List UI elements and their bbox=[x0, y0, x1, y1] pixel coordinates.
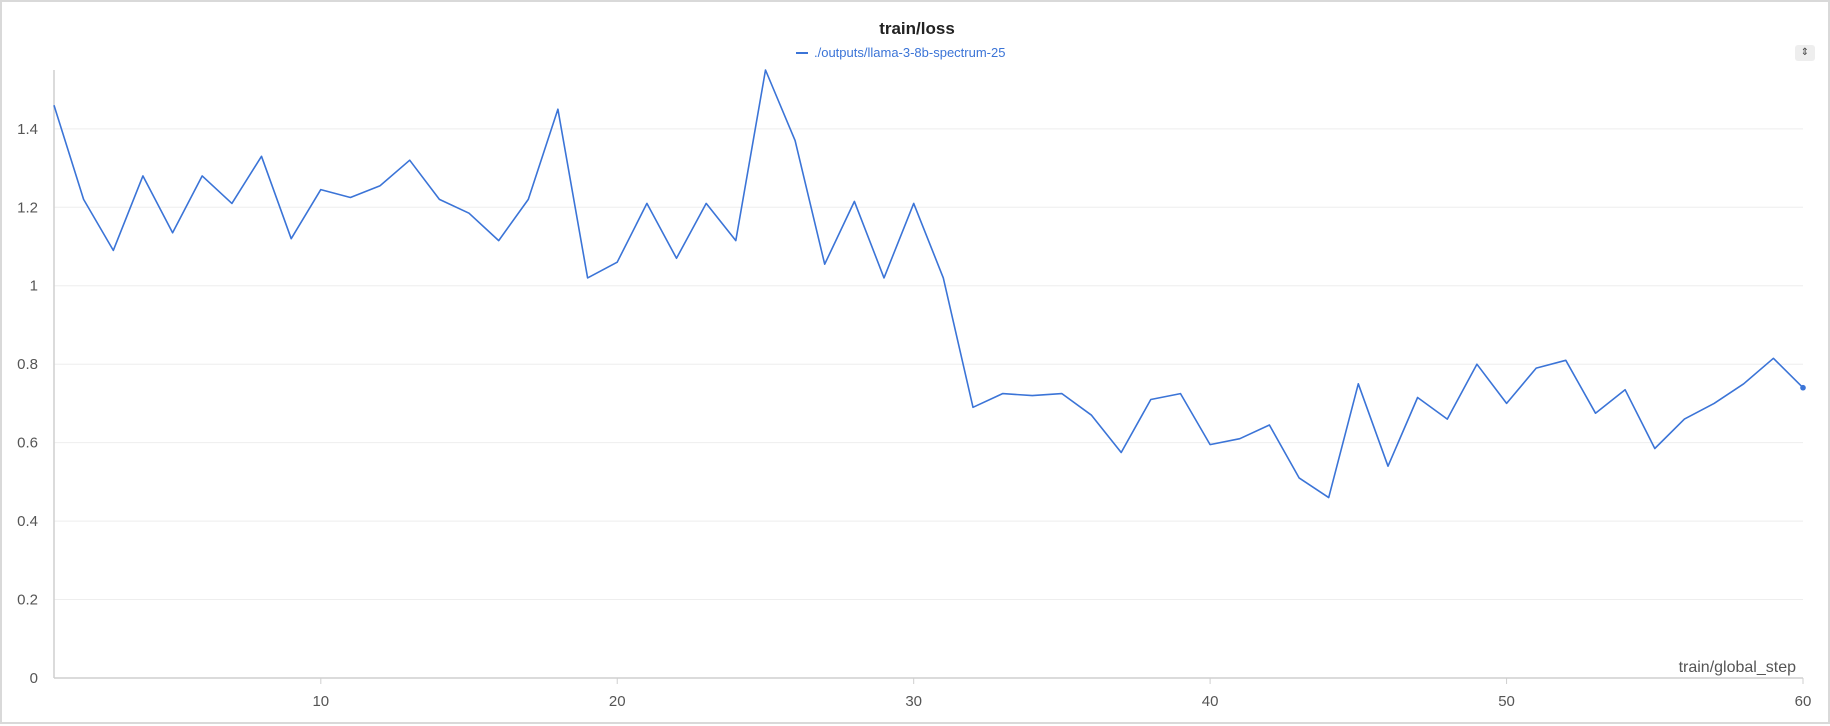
data-point bbox=[527, 198, 529, 200]
data-point bbox=[320, 188, 322, 190]
data-point bbox=[883, 277, 885, 279]
data-point bbox=[616, 261, 618, 263]
data-point bbox=[1535, 367, 1537, 369]
data-point bbox=[409, 159, 411, 161]
data-point bbox=[705, 202, 707, 204]
data-point bbox=[1327, 496, 1329, 498]
data-point bbox=[1120, 451, 1122, 453]
sort-toggle-icon: ⇕ bbox=[1800, 47, 1810, 58]
data-point bbox=[735, 239, 737, 241]
data-point bbox=[1624, 388, 1626, 390]
data-point bbox=[557, 108, 559, 110]
data-point bbox=[942, 277, 944, 279]
data-point bbox=[824, 263, 826, 265]
data-point bbox=[853, 200, 855, 202]
y-tick-label: 1.4 bbox=[17, 121, 38, 138]
series-line bbox=[53, 69, 1804, 499]
data-point bbox=[349, 196, 351, 198]
data-point bbox=[1654, 447, 1656, 449]
data-point bbox=[1565, 359, 1567, 361]
sort-toggle-button[interactable]: ⇕ bbox=[1795, 45, 1815, 61]
data-point bbox=[972, 406, 974, 408]
data-point bbox=[1713, 402, 1715, 404]
data-point bbox=[142, 175, 144, 177]
data-point bbox=[1268, 424, 1270, 426]
legend-label: ./outputs/llama-3-8b-spectrum-25 bbox=[814, 45, 1005, 60]
data-point bbox=[675, 257, 677, 259]
series-layer bbox=[53, 69, 1806, 499]
data-point bbox=[171, 232, 173, 234]
data-point bbox=[82, 198, 84, 200]
y-tick-label: 0 bbox=[30, 670, 38, 687]
data-point bbox=[1446, 418, 1448, 420]
data-point bbox=[379, 185, 381, 187]
data-point bbox=[468, 212, 470, 214]
data-point bbox=[1179, 392, 1181, 394]
grid-lines bbox=[54, 128, 1803, 601]
x-tick-label: 20 bbox=[609, 693, 626, 710]
data-point bbox=[1594, 412, 1596, 414]
data-point bbox=[586, 277, 588, 279]
x-tick-labels: 10 20 30 40 50 60 bbox=[312, 678, 1811, 710]
data-point bbox=[1800, 384, 1806, 391]
y-tick-label: 0.6 bbox=[17, 435, 38, 452]
data-point bbox=[1357, 383, 1359, 385]
data-point bbox=[1150, 398, 1152, 400]
x-axis-title: train/global_step bbox=[1679, 659, 1797, 676]
data-point bbox=[497, 239, 499, 241]
x-tick-label: 40 bbox=[1202, 693, 1219, 710]
y-tick-label: 0.2 bbox=[17, 592, 38, 609]
y-tick-label: 1.2 bbox=[17, 199, 38, 216]
x-tick-label: 30 bbox=[905, 693, 922, 710]
data-point bbox=[112, 249, 114, 251]
data-point bbox=[1476, 363, 1478, 365]
data-point bbox=[1743, 383, 1745, 385]
chart-title: train/loss bbox=[879, 19, 955, 38]
data-point bbox=[646, 202, 648, 204]
y-tick-label: 0.8 bbox=[17, 356, 38, 373]
data-point bbox=[201, 175, 203, 177]
data-point bbox=[1239, 438, 1241, 440]
axes bbox=[53, 70, 1803, 679]
y-tick-label: 1 bbox=[30, 278, 38, 295]
data-point bbox=[1209, 443, 1211, 445]
data-point bbox=[794, 139, 796, 141]
data-point bbox=[1416, 396, 1418, 398]
data-point bbox=[438, 198, 440, 200]
x-tick-label: 60 bbox=[1795, 693, 1812, 710]
x-tick-label: 10 bbox=[312, 693, 329, 710]
data-point bbox=[260, 155, 262, 157]
data-point bbox=[1090, 414, 1092, 416]
data-point bbox=[290, 237, 292, 239]
data-point bbox=[53, 104, 55, 106]
data-point bbox=[1683, 418, 1685, 420]
data-point bbox=[231, 202, 233, 204]
data-point bbox=[764, 69, 766, 71]
data-point bbox=[1505, 402, 1507, 404]
legend[interactable]: ./outputs/llama-3-8b-spectrum-25 bbox=[796, 45, 1005, 60]
data-point bbox=[1387, 465, 1389, 467]
y-tick-labels: 0 0.2 0.4 0.6 0.8 1 1.2 1.4 bbox=[17, 121, 38, 687]
data-point bbox=[1772, 357, 1774, 359]
data-point bbox=[1001, 392, 1003, 394]
y-tick-label: 0.4 bbox=[17, 513, 38, 530]
data-point bbox=[1061, 392, 1063, 394]
data-point bbox=[1298, 477, 1300, 479]
data-point bbox=[1031, 394, 1033, 396]
x-tick-label: 50 bbox=[1498, 693, 1515, 710]
data-point bbox=[912, 202, 914, 204]
